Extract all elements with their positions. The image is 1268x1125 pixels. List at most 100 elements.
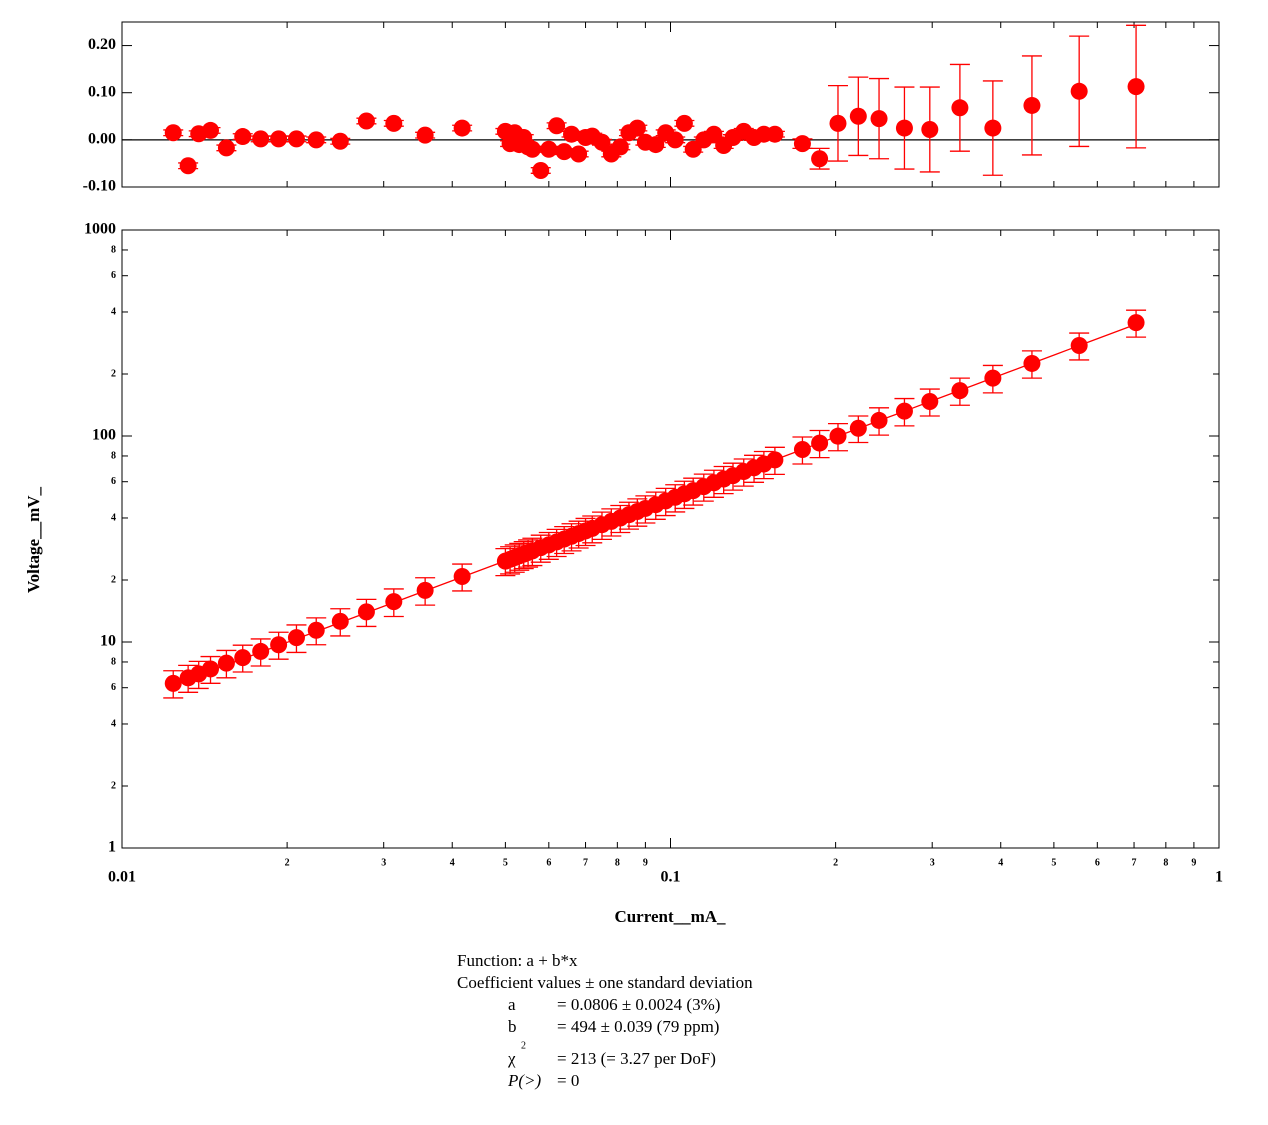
x-tick-label: 5 — [503, 857, 508, 868]
x-tick-label: 6 — [546, 857, 551, 868]
y-tick-label: 8 — [111, 244, 116, 255]
data-point — [523, 140, 541, 158]
data-point — [1070, 336, 1088, 354]
y-tick-label: -0.10 — [83, 178, 116, 195]
x-tick-label: 5 — [1051, 857, 1056, 868]
data-point — [331, 132, 349, 150]
data-point — [811, 150, 829, 168]
y-tick-label: 2 — [111, 780, 116, 791]
data-point — [1127, 314, 1145, 332]
data-point — [331, 612, 349, 630]
coefficient-sup: 2 — [521, 1040, 526, 1051]
data-point — [666, 131, 684, 149]
data-point — [357, 603, 375, 621]
x-tick-label: 0.01 — [108, 869, 136, 886]
data-point — [984, 369, 1002, 387]
data-point — [921, 120, 939, 138]
residual-frame — [121, 21, 1220, 188]
y-tick-label: 4 — [111, 512, 116, 523]
x-tick-label: 7 — [1132, 857, 1137, 868]
y-tick-label: 6 — [111, 476, 116, 487]
data-point — [1127, 78, 1145, 96]
data-point — [217, 654, 235, 672]
data-point — [307, 621, 325, 639]
data-point — [307, 131, 325, 149]
data-point — [217, 139, 235, 157]
data-point — [540, 140, 558, 158]
data-point — [895, 119, 913, 137]
data-point — [895, 402, 913, 420]
data-point — [234, 128, 252, 146]
data-point — [870, 110, 888, 128]
x-tick-label: 4 — [450, 857, 455, 868]
x-tick-label: 1 — [1215, 869, 1223, 886]
x-tick-label: 4 — [998, 857, 1003, 868]
x-tick-label: 7 — [583, 857, 588, 868]
y-tick-label: 8 — [111, 656, 116, 667]
x-tick-label: 2 — [833, 857, 838, 868]
data-point — [164, 674, 182, 692]
data-point — [849, 107, 867, 125]
data-point — [234, 649, 252, 667]
x-tick-label: 0.1 — [661, 869, 681, 886]
x-tick-label: 9 — [643, 857, 648, 868]
data-point — [453, 119, 471, 137]
y-tick-label: 6 — [111, 682, 116, 693]
y-tick-label: 0.10 — [88, 83, 116, 100]
data-point — [766, 125, 784, 143]
y-tick-label: 10 — [100, 633, 116, 650]
y-tick-label: 2 — [111, 574, 116, 585]
y-tick-label: 4 — [111, 718, 116, 729]
data-point — [1023, 96, 1041, 114]
x-axis-label: Current__mA_ — [614, 907, 726, 926]
data-point — [647, 136, 665, 154]
data-point — [532, 162, 550, 179]
y-tick-label: 0.00 — [88, 131, 116, 148]
coefficient-value: = 0.0806 ± 0.0024 (3%) — [557, 995, 720, 1014]
data-point — [628, 119, 646, 137]
x-tick-label: 6 — [1095, 857, 1100, 868]
coefficient-value: = 213 (= 3.27 per DoF) — [557, 1049, 716, 1068]
coefficient-name: χ — [507, 1049, 516, 1068]
data-point — [675, 114, 693, 132]
y-axis-label: Voltage__mV_ — [24, 486, 43, 593]
data-point — [766, 451, 784, 469]
x-tick-label: 8 — [1163, 857, 1168, 868]
data-point — [416, 126, 434, 144]
x-tick-label: 9 — [1191, 857, 1196, 868]
coefficient-name: P(>) — [507, 1071, 542, 1090]
data-point — [270, 130, 288, 148]
data-point — [570, 145, 588, 163]
data-point — [385, 114, 403, 132]
data-point — [793, 440, 811, 458]
coefficient-name: b — [508, 1017, 517, 1036]
y-tick-label: 2 — [111, 368, 116, 379]
data-point — [829, 427, 847, 445]
data-point — [202, 660, 220, 678]
coefficient-value: = 0 — [557, 1071, 579, 1090]
x-tick-label: 3 — [381, 857, 386, 868]
y-tick-label: 6 — [111, 270, 116, 281]
x-tick-label: 8 — [615, 857, 620, 868]
coefficient-name: a — [508, 995, 516, 1014]
data-point — [705, 125, 723, 143]
data-point — [951, 99, 969, 117]
annotation-heading: Coefficient values ± one standard deviat… — [457, 973, 753, 992]
data-point — [164, 124, 182, 142]
data-point — [385, 593, 403, 611]
y-tick-label: 1 — [108, 839, 116, 856]
x-tick-label: 3 — [930, 857, 935, 868]
data-point — [611, 138, 629, 156]
data-point — [829, 114, 847, 132]
data-point — [1023, 354, 1041, 372]
annotation-function: Function: a + b*x — [457, 951, 578, 970]
data-point — [951, 382, 969, 400]
data-point — [921, 393, 939, 411]
data-point — [179, 157, 197, 175]
data-point — [287, 629, 305, 647]
data-point — [555, 143, 573, 161]
data-point — [453, 567, 471, 585]
data-point — [252, 642, 270, 660]
data-point — [793, 135, 811, 153]
